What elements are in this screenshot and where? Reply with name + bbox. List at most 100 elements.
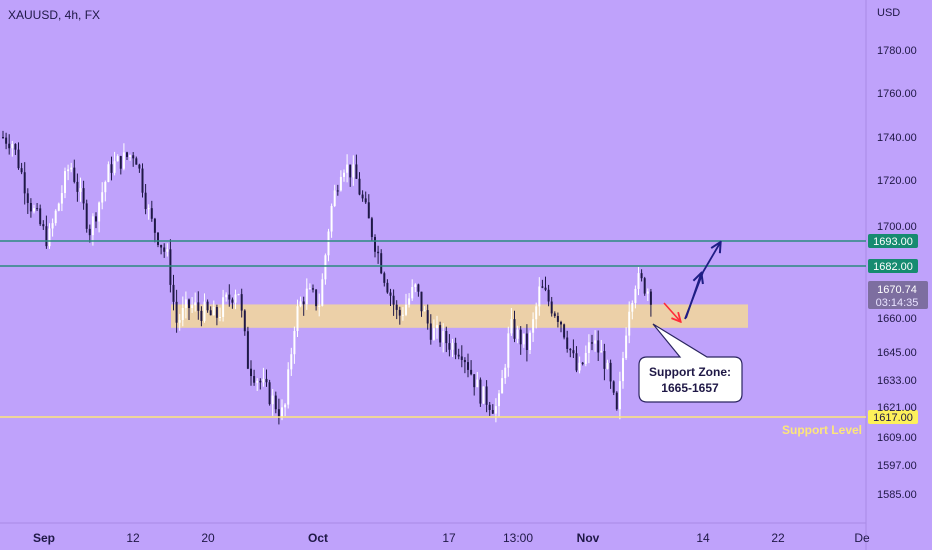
candle [302, 296, 305, 316]
candle [327, 228, 330, 262]
candle [203, 293, 206, 323]
candle [389, 288, 392, 307]
candle-body [364, 198, 367, 203]
candle [160, 244, 163, 255]
candle [513, 310, 516, 343]
candle [277, 398, 280, 425]
candle-body [119, 156, 122, 169]
candle-body [547, 289, 550, 302]
candle-body [333, 190, 336, 207]
candle [215, 304, 218, 326]
price-tag [868, 259, 918, 273]
candle-body [181, 307, 184, 321]
candle [250, 360, 252, 386]
candle [501, 369, 504, 394]
candle [442, 323, 445, 353]
candle [625, 327, 628, 360]
candle [594, 330, 597, 352]
candle [194, 292, 197, 312]
candle [122, 143, 125, 171]
candle [5, 132, 8, 150]
candle-body [470, 369, 473, 375]
x-tick-label: 22 [771, 531, 785, 545]
candle [600, 339, 603, 353]
y-tick-label: 1609.00 [877, 432, 917, 444]
candle-body [26, 193, 29, 203]
callout-line-1: Support Zone: [649, 365, 731, 379]
candle [29, 198, 32, 218]
candle-body [98, 202, 101, 222]
candle-body [11, 144, 14, 149]
candle [119, 155, 122, 175]
candle [228, 284, 231, 307]
candle [11, 140, 14, 157]
candle [2, 130, 4, 139]
candle-body [501, 378, 504, 394]
y-tick-label: 1645.00 [877, 347, 917, 359]
candle [299, 296, 302, 308]
candle-body [594, 340, 597, 344]
candle [405, 293, 407, 317]
candle-body [54, 210, 57, 224]
candle [262, 367, 265, 387]
candle [473, 374, 476, 396]
candle-body [5, 137, 8, 144]
candle [367, 194, 370, 219]
support-zone-callout[interactable]: Support Zone: 1665-1657 [638, 323, 743, 403]
candle-body [274, 395, 277, 410]
candle-body [339, 176, 342, 191]
candle-body [367, 202, 370, 219]
candle-body [284, 404, 287, 408]
candle-body [370, 218, 373, 238]
candle [110, 156, 113, 181]
candle [494, 398, 497, 423]
candle [541, 279, 544, 289]
candle-body [355, 164, 358, 179]
candle-body [405, 304, 407, 315]
candle [581, 361, 584, 366]
candle [631, 300, 634, 320]
candle [457, 348, 460, 360]
candle-body [101, 192, 104, 203]
candle-body [163, 247, 166, 252]
x-tick-label: Oct [308, 531, 328, 545]
candle-body [631, 302, 634, 312]
candle [76, 173, 79, 202]
candle [383, 271, 386, 287]
candle-body [287, 369, 290, 405]
candle-body [556, 315, 559, 322]
candle-body [240, 294, 243, 311]
candle-body [246, 331, 249, 369]
candle [271, 388, 274, 416]
candle [544, 276, 547, 292]
candle-body [57, 203, 60, 211]
candle-body [395, 304, 398, 310]
currency-label: USD [877, 7, 901, 19]
candle [463, 357, 466, 374]
candle [308, 283, 311, 290]
candle-body [122, 152, 125, 169]
candle [188, 298, 190, 321]
candle [519, 326, 522, 355]
candle [42, 220, 45, 230]
candle [48, 223, 51, 249]
candle-body [318, 305, 321, 307]
price-tag-label: 1682.00 [873, 261, 913, 273]
candle [265, 369, 268, 387]
candle [318, 293, 321, 317]
candle [321, 273, 324, 307]
candle [532, 312, 535, 342]
candle [445, 326, 448, 353]
candle [51, 218, 54, 237]
price-tag [868, 234, 918, 248]
candle [8, 134, 11, 155]
candle-body [550, 301, 553, 314]
candle-body [640, 273, 643, 279]
candle [346, 154, 349, 183]
candle [23, 162, 26, 205]
candle-body [622, 358, 624, 382]
candle [414, 283, 417, 293]
candle [324, 253, 327, 285]
y-tick-label: 1633.00 [877, 375, 917, 387]
